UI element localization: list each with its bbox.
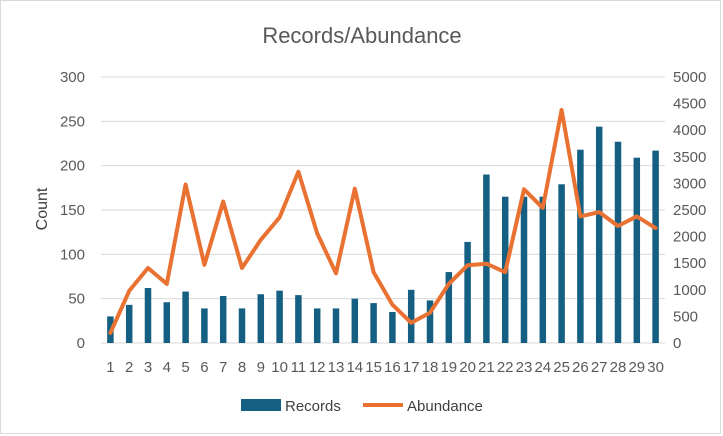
- x-tick-label: 21: [478, 359, 495, 376]
- y-tick-label: 150: [60, 202, 85, 219]
- records-bar: [351, 298, 359, 343]
- x-tick-label: 25: [553, 359, 570, 376]
- records-bar: [577, 149, 584, 343]
- records-bar: [219, 296, 227, 343]
- records-bar: [276, 290, 283, 343]
- records-bar: [125, 304, 133, 343]
- y2-tick-label: 2000: [673, 229, 706, 246]
- y2-tick-label: 1500: [673, 255, 706, 272]
- abundance-line: [108, 108, 658, 335]
- legend-label-abundance: Abundance: [407, 398, 483, 415]
- y2-tick-label: 3000: [673, 175, 706, 192]
- y2-tick-label: 2500: [673, 202, 706, 219]
- x-tick-label: 26: [572, 359, 589, 376]
- chart-title: Records/Abundance: [262, 23, 461, 48]
- x-tick-label: 19: [440, 359, 457, 376]
- x-tick-label: 30: [647, 359, 664, 376]
- x-tick-label: 5: [181, 359, 189, 376]
- legend: Records Abundance: [241, 398, 483, 415]
- y2-tick-label: 4000: [673, 122, 706, 139]
- records-bar: [144, 288, 152, 343]
- gridlines: [101, 76, 665, 344]
- x-tick-label: 28: [610, 359, 627, 376]
- records-bar: [426, 300, 434, 343]
- records-bar: [539, 196, 547, 343]
- x-tick-label: 1: [106, 359, 114, 376]
- records-bars: [107, 126, 659, 343]
- records-bar: [595, 126, 603, 343]
- records-bar: [520, 196, 528, 343]
- records-bar: [295, 295, 302, 343]
- y2-tick-label: 500: [673, 308, 698, 325]
- x-tick-label: 4: [163, 359, 171, 376]
- x-tick-label: 8: [238, 359, 246, 376]
- x-axis-ticks: 1 2 3 4 5 6 7 8 9 10 11 12 13 14 15 16 17 18 19 20 21 22 23 24 2…: [106, 359, 664, 376]
- y-tick-label: 0: [77, 335, 85, 352]
- x-tick-label: 17: [403, 359, 420, 376]
- x-tick-label: 6: [200, 359, 208, 376]
- x-tick-label: 7: [219, 359, 227, 376]
- records-bar: [483, 174, 490, 343]
- x-tick-label: 24: [534, 359, 551, 376]
- records-bar: [614, 141, 622, 343]
- x-tick-label: 12: [309, 359, 326, 376]
- y2-tick-label: 0: [673, 335, 681, 352]
- y-tick-label: 200: [60, 158, 85, 175]
- left-axis-ticks: 0 50 100 150 200 250 300: [60, 69, 85, 352]
- records-bar: [652, 150, 659, 343]
- x-tick-label: 15: [365, 359, 382, 376]
- records-bar: [445, 272, 453, 343]
- x-tick-label: 20: [459, 359, 476, 376]
- right-axis-ticks: 0 500 1000 1500 2000 2500 3000 3500 4000 4500 5000: [673, 69, 706, 352]
- legend-label-records: Records: [285, 398, 341, 415]
- y-tick-label: 250: [60, 113, 85, 130]
- y-tick-label: 100: [60, 246, 85, 263]
- x-tick-label: 18: [422, 359, 439, 376]
- x-tick-label: 3: [144, 359, 152, 376]
- x-tick-label: 14: [346, 359, 363, 376]
- y-tick-label: 50: [68, 291, 85, 308]
- records-bar: [633, 157, 641, 343]
- records-bar: [464, 241, 471, 343]
- y2-tick-label: 1000: [673, 282, 706, 299]
- records-bar: [558, 184, 565, 343]
- x-tick-label: 16: [384, 359, 401, 376]
- records-bar: [163, 302, 171, 343]
- records-bar: [201, 308, 208, 343]
- records-bar: [389, 311, 396, 343]
- x-tick-label: 13: [328, 359, 345, 376]
- x-tick-label: 11: [291, 359, 307, 376]
- x-tick-label: 22: [497, 359, 514, 376]
- y2-tick-label: 3500: [673, 149, 706, 166]
- records-bar: [332, 308, 340, 343]
- x-tick-label: 27: [591, 359, 608, 376]
- records-bar: [182, 291, 189, 343]
- y-tick-label: 300: [60, 69, 85, 86]
- y-axis-label: Count: [34, 187, 51, 230]
- records-bar: [238, 308, 246, 343]
- y2-tick-label: 4500: [673, 96, 706, 113]
- records-bar: [370, 303, 377, 343]
- x-tick-label: 10: [271, 359, 288, 376]
- records-bar: [407, 289, 415, 343]
- x-tick-label: 23: [516, 359, 533, 376]
- records-bar: [257, 294, 265, 343]
- legend-swatch-records: [241, 399, 281, 411]
- abundance-line-layer: [108, 108, 658, 335]
- records-bar: [313, 308, 321, 343]
- x-tick-label: 29: [628, 359, 645, 376]
- y2-tick-label: 5000: [673, 69, 706, 86]
- x-tick-label: 9: [257, 359, 265, 376]
- x-tick-label: 2: [125, 359, 133, 376]
